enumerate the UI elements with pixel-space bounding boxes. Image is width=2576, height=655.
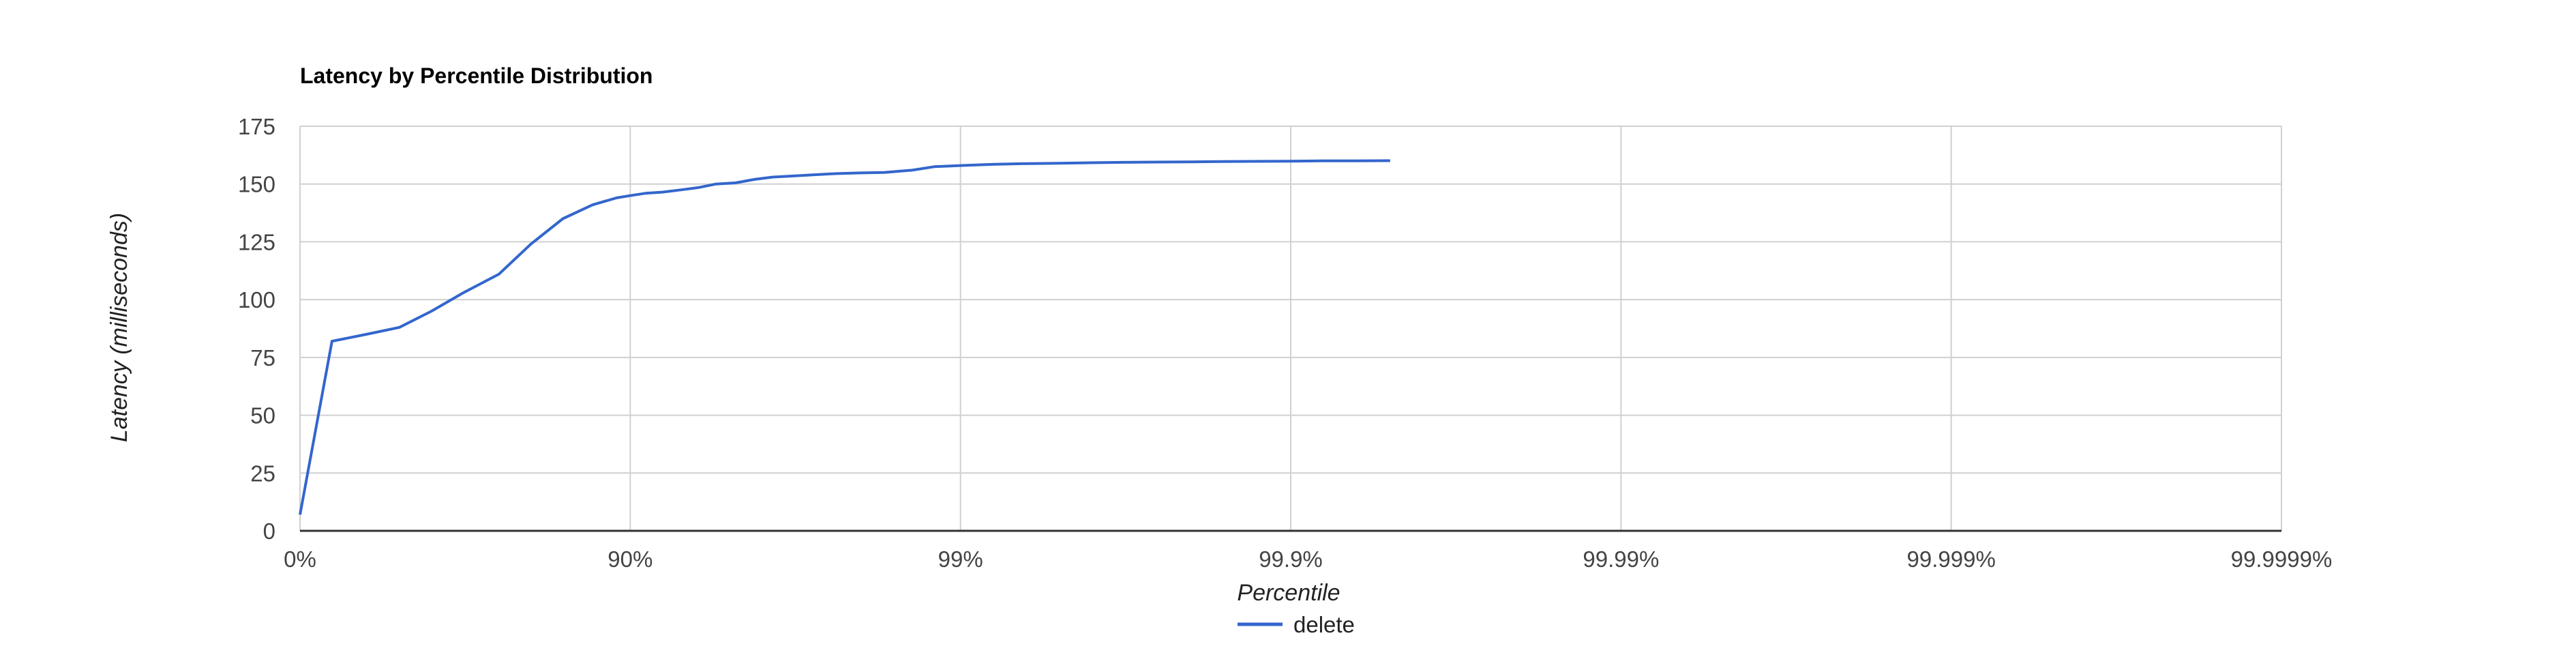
y-axis-title: Latency (milliseconds) (106, 213, 132, 442)
series-line-delete (299, 159, 1390, 515)
y-tick-label: 50 (250, 403, 275, 428)
x-axis-ticks: 0% 90% 99% 99.9% 99.99% 99.999% 99.9999% (284, 547, 2332, 572)
legend[interactable]: delete (1238, 612, 1355, 637)
chart-title: Latency by Percentile Distribution (300, 63, 653, 88)
x-tick-label: 99.99% (1583, 547, 1659, 572)
series-layer (299, 159, 1390, 515)
x-tick-label: 0% (284, 547, 316, 572)
y-tick-label: 100 (238, 287, 275, 312)
x-tick-label: 90% (608, 547, 653, 572)
y-axis-ticks: 0 25 50 75 100 125 150 175 (238, 114, 275, 544)
x-tick-label: 99% (938, 547, 983, 572)
x-tick-label: 99.9% (1259, 547, 1323, 572)
y-tick-label: 75 (250, 345, 275, 370)
y-tick-label: 125 (238, 229, 275, 254)
x-tick-label: 99.999% (1907, 547, 1996, 572)
x-axis-title: Percentile (1237, 580, 1340, 606)
grid (299, 126, 2282, 532)
legend-label: delete (1293, 612, 1355, 637)
y-tick-label: 150 (238, 172, 275, 197)
y-tick-label: 0 (263, 519, 275, 544)
x-tick-label: 99.9999% (2231, 547, 2333, 572)
y-tick-label: 25 (250, 461, 275, 486)
y-tick-label: 175 (238, 114, 275, 139)
